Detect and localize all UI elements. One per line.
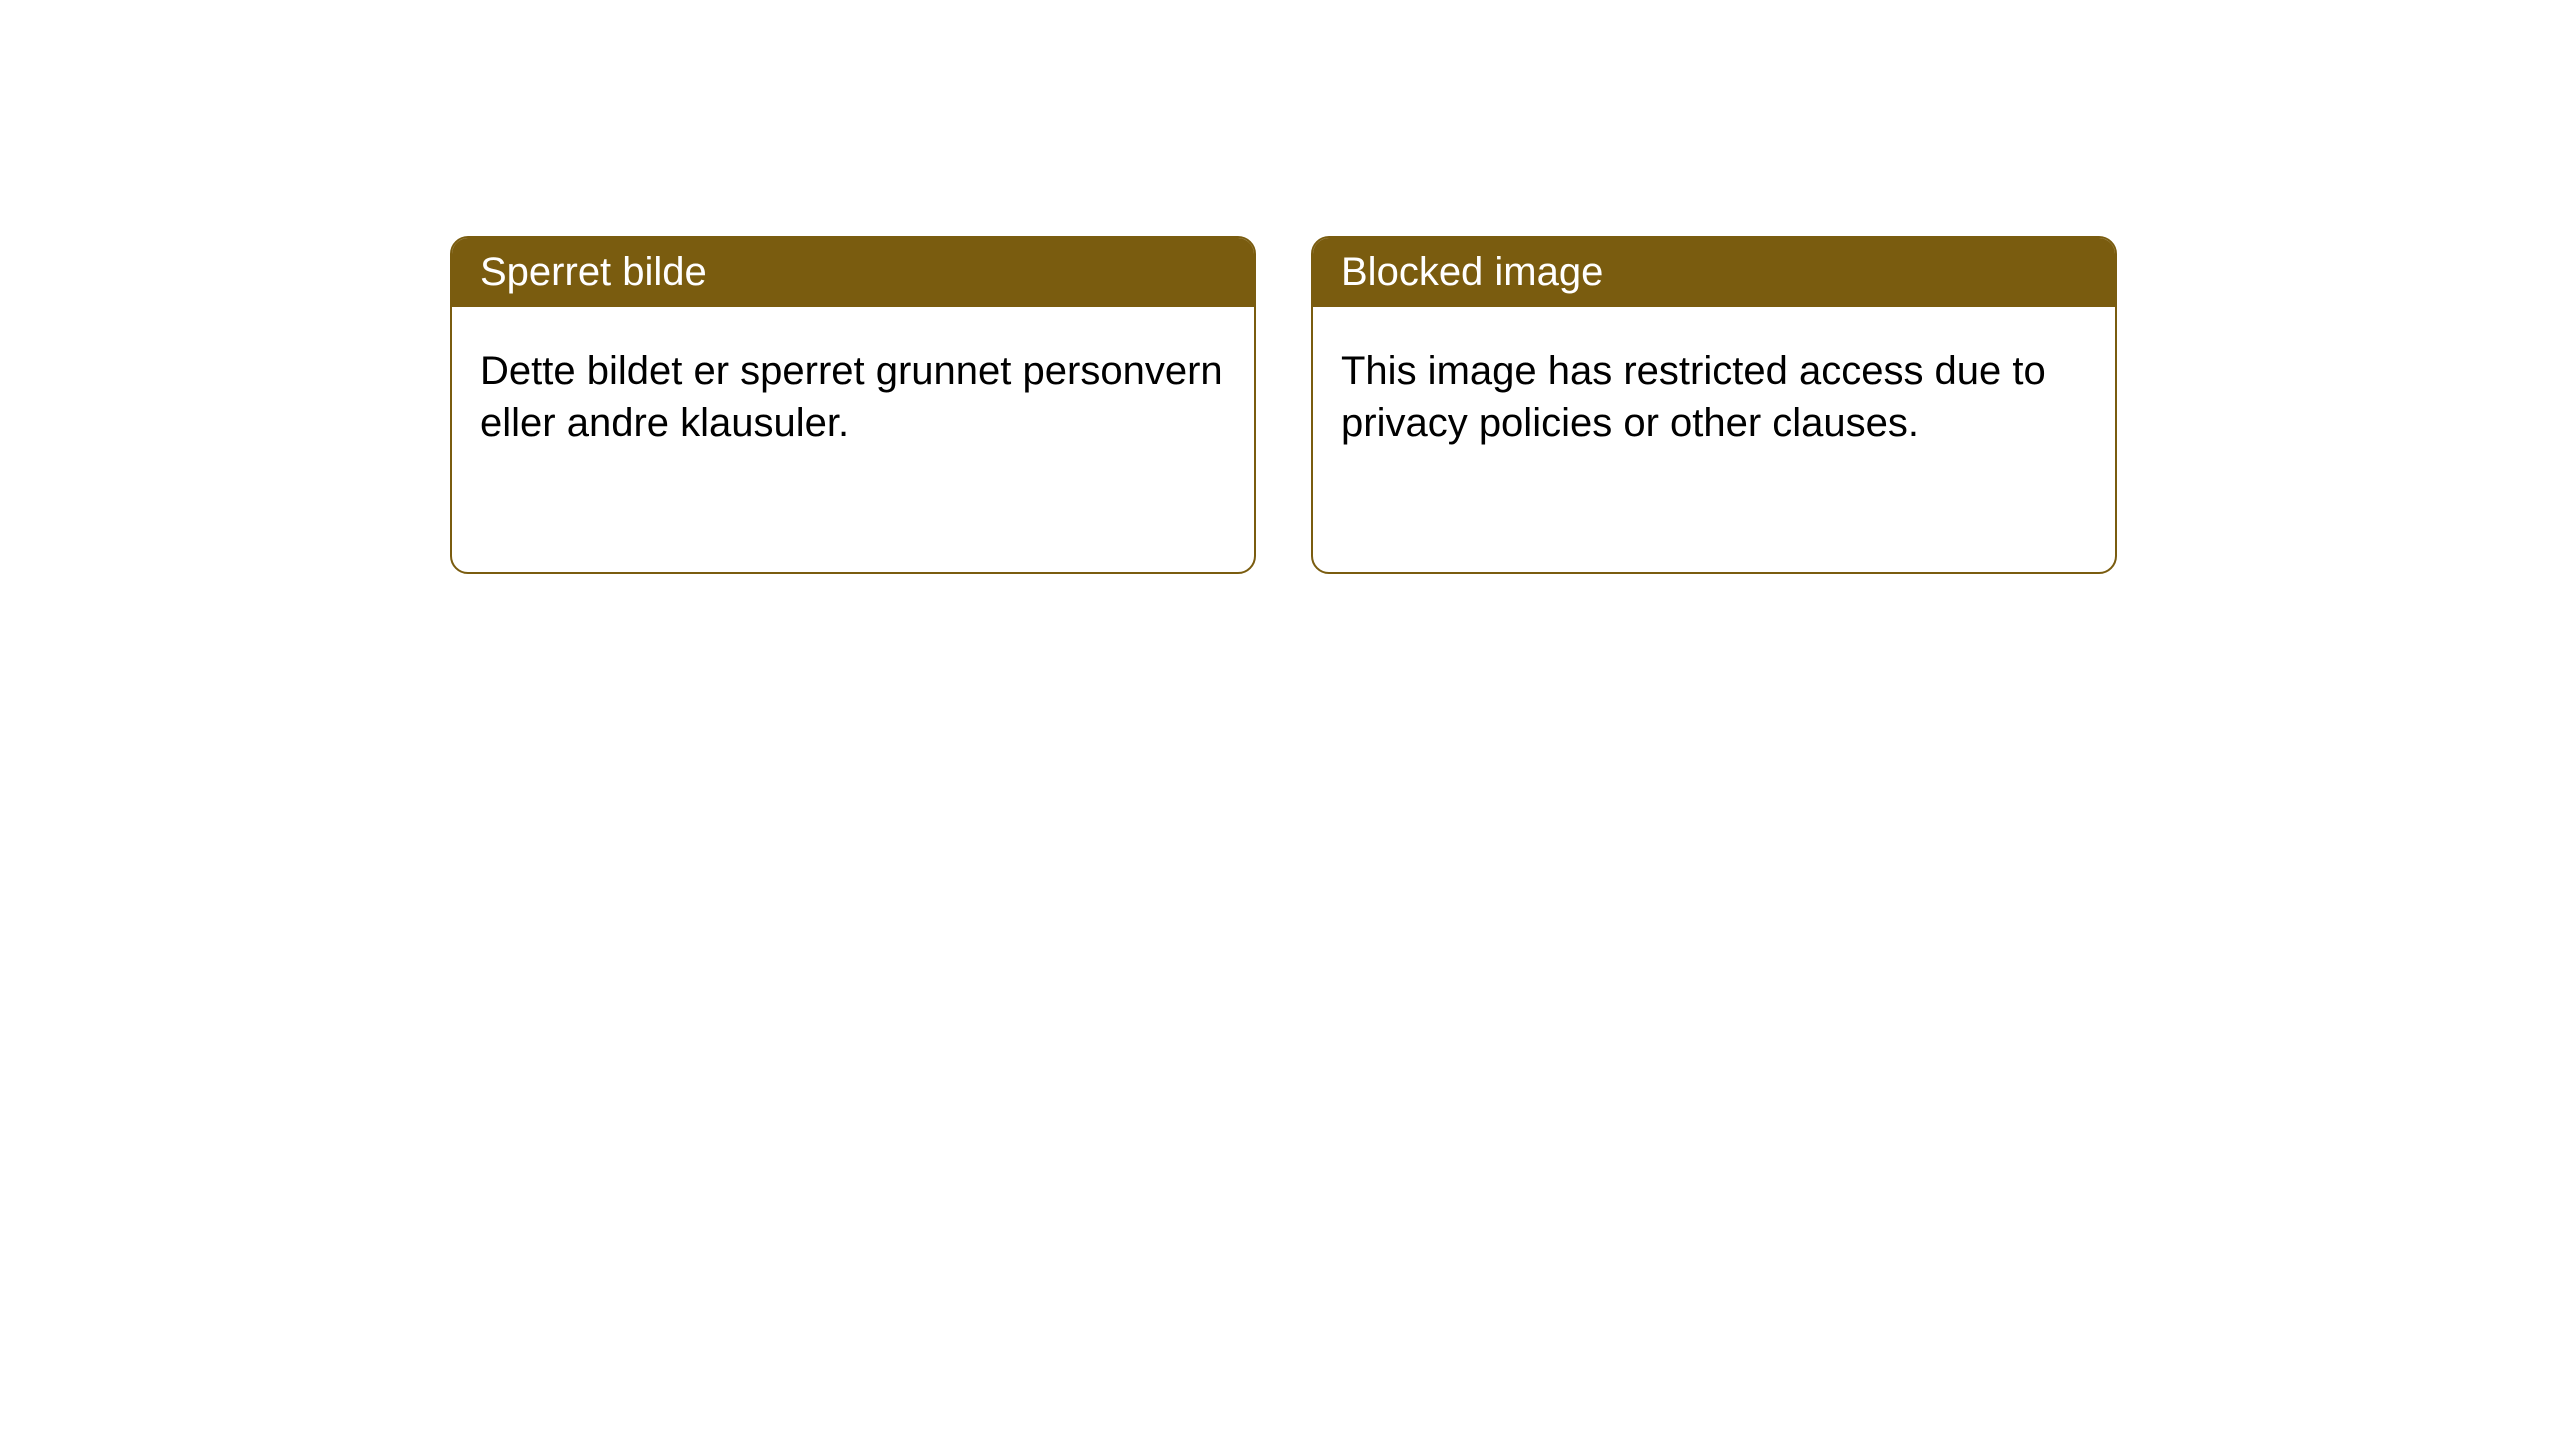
notice-box-norwegian: Sperret bilde Dette bildet er sperret gr… (450, 236, 1256, 574)
notice-body-text: This image has restricted access due to … (1341, 349, 2046, 445)
notice-header-english: Blocked image (1313, 238, 2115, 307)
notice-body-norwegian: Dette bildet er sperret grunnet personve… (452, 307, 1254, 487)
notice-container: Sperret bilde Dette bildet er sperret gr… (450, 236, 2117, 574)
notice-header-norwegian: Sperret bilde (452, 238, 1254, 307)
notice-title: Blocked image (1341, 250, 1603, 294)
notice-title: Sperret bilde (480, 250, 707, 294)
notice-box-english: Blocked image This image has restricted … (1311, 236, 2117, 574)
notice-body-text: Dette bildet er sperret grunnet personve… (480, 349, 1223, 445)
notice-body-english: This image has restricted access due to … (1313, 307, 2115, 487)
